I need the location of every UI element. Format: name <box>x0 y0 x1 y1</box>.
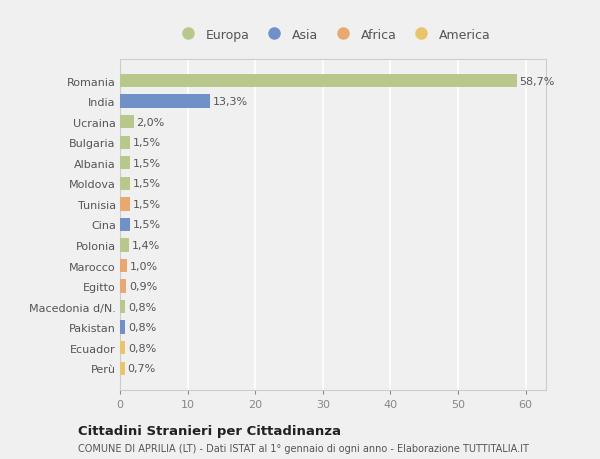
Text: 1,0%: 1,0% <box>130 261 158 271</box>
Bar <box>120 198 130 211</box>
Bar <box>120 157 130 170</box>
Text: 58,7%: 58,7% <box>520 76 555 86</box>
Bar <box>120 300 125 313</box>
Text: Cittadini Stranieri per Cittadinanza: Cittadini Stranieri per Cittadinanza <box>78 424 341 437</box>
Text: 1,5%: 1,5% <box>133 158 161 168</box>
Text: 0,7%: 0,7% <box>127 364 155 374</box>
Text: 1,5%: 1,5% <box>133 199 161 209</box>
Bar <box>120 280 126 293</box>
Text: 0,9%: 0,9% <box>129 281 157 291</box>
Bar <box>120 341 125 355</box>
Text: 2,0%: 2,0% <box>136 118 164 127</box>
Text: COMUNE DI APRILIA (LT) - Dati ISTAT al 1° gennaio di ogni anno - Elaborazione TU: COMUNE DI APRILIA (LT) - Dati ISTAT al 1… <box>78 443 529 453</box>
Bar <box>120 95 210 108</box>
Bar <box>120 321 125 334</box>
Text: 0,8%: 0,8% <box>128 323 157 332</box>
Text: 1,4%: 1,4% <box>132 241 160 251</box>
Text: 0,8%: 0,8% <box>128 302 157 312</box>
Bar <box>120 362 125 375</box>
Text: 13,3%: 13,3% <box>212 97 248 107</box>
Bar <box>120 177 130 190</box>
Bar <box>120 218 130 232</box>
Text: 1,5%: 1,5% <box>133 138 161 148</box>
Bar <box>120 75 517 88</box>
Bar <box>120 259 127 273</box>
Text: 1,5%: 1,5% <box>133 179 161 189</box>
Text: 1,5%: 1,5% <box>133 220 161 230</box>
Bar <box>120 116 134 129</box>
Bar <box>120 239 130 252</box>
Legend: Europa, Asia, Africa, America: Europa, Asia, Africa, America <box>173 26 493 44</box>
Text: 0,8%: 0,8% <box>128 343 157 353</box>
Bar <box>120 136 130 150</box>
